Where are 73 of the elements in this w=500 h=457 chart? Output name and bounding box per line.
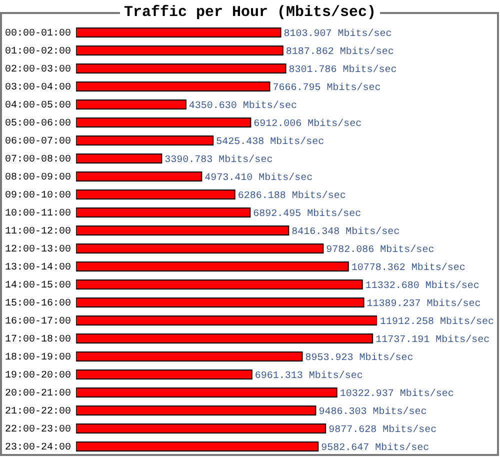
- bar: [76, 316, 377, 326]
- bar: [76, 172, 202, 182]
- data-label: 10322.937 Mbits/sec: [340, 388, 454, 400]
- y-tick-label: 19:00-20:00: [4, 370, 71, 382]
- y-tick-label: 18:00-19:00: [4, 352, 71, 364]
- data-label: 9877.628 Mbits/sec: [328, 424, 437, 436]
- data-label: 6961.313 Mbits/sec: [254, 370, 363, 382]
- y-tick-label: 08:00-09:00: [4, 172, 71, 184]
- y-tick-label: 12:00-13:00: [4, 244, 71, 256]
- data-label: 8103.907 Mbits/sec: [284, 28, 392, 40]
- y-tick-label: 04:00-05:00: [4, 100, 71, 112]
- bar: [76, 280, 363, 290]
- bar: [76, 190, 236, 200]
- data-label: 11332.680 Mbits/sec: [365, 280, 480, 292]
- bar: [76, 154, 162, 164]
- bar: [76, 334, 374, 344]
- data-label: 4973.410 Mbits/sec: [204, 172, 313, 184]
- data-label: 11389.237 Mbits/sec: [366, 298, 481, 310]
- bar: [76, 442, 319, 452]
- y-tick-label: 02:00-03:00: [4, 64, 71, 76]
- data-label: 10778.362 Mbits/sec: [351, 262, 466, 274]
- bar: [76, 118, 252, 128]
- bar: [76, 100, 186, 110]
- y-tick-label: 14:00-15:00: [4, 280, 71, 292]
- data-label: 8187.862 Mbits/sec: [286, 46, 394, 58]
- data-label: 6892.495 Mbits/sec: [253, 208, 362, 220]
- y-tick-label: 01:00-02:00: [4, 46, 71, 58]
- bar: [76, 82, 270, 92]
- bar: [76, 262, 349, 272]
- y-tick-label: 06:00-07:00: [4, 136, 71, 148]
- bar: [76, 388, 338, 398]
- y-tick-label: 22:00-23:00: [4, 424, 71, 436]
- bar: [76, 28, 282, 38]
- bar: [76, 64, 286, 74]
- data-label: 9582.647 Mbits/sec: [321, 442, 430, 454]
- y-tick-label: 03:00-04:00: [4, 82, 71, 94]
- y-tick-label: 21:00-22:00: [4, 406, 71, 418]
- bar: [76, 370, 252, 380]
- data-label: 3390.783 Mbits/sec: [164, 154, 273, 166]
- chart-title: Traffic per Hour (Mbits/sec): [120, 4, 380, 21]
- y-tick-label: 11:00-12:00: [4, 226, 71, 238]
- bar: [76, 208, 251, 218]
- data-label: 5425.438 Mbits/sec: [216, 136, 324, 148]
- data-label: 11912.258 Mbits/sec: [380, 316, 494, 328]
- data-label: 6286.188 Mbits/sec: [238, 190, 346, 202]
- data-label: 7666.795 Mbits/sec: [272, 82, 381, 94]
- data-label: 4350.630 Mbits/sec: [188, 100, 297, 112]
- y-tick-label: 00:00-01:00: [4, 28, 71, 40]
- data-label: 8416.348 Mbits/sec: [292, 226, 400, 238]
- data-label: 9782.086 Mbits/sec: [326, 244, 434, 256]
- bar: [76, 46, 284, 56]
- y-tick-label: 13:00-14:00: [4, 262, 71, 274]
- data-label: 8953.923 Mbits/sec: [305, 352, 414, 364]
- y-tick-label: 09:00-10:00: [4, 190, 71, 202]
- y-tick-label: 17:00-18:00: [4, 334, 71, 346]
- y-tick-label: 16:00-17:00: [4, 316, 71, 328]
- y-tick-label: 23:00-24:00: [4, 442, 71, 454]
- y-tick-label: 20:00-21:00: [4, 388, 71, 400]
- bar: [76, 424, 326, 434]
- bar: [76, 298, 364, 308]
- bar: [76, 352, 303, 362]
- data-label: 11737.191 Mbits/sec: [376, 334, 490, 346]
- y-tick-label: 05:00-06:00: [4, 118, 71, 130]
- bar: [76, 136, 214, 146]
- data-label: 6912.006 Mbits/sec: [254, 118, 362, 130]
- y-tick-label: 07:00-08:00: [4, 154, 71, 166]
- y-tick-label: 15:00-16:00: [4, 298, 71, 310]
- y-tick-label: 10:00-11:00: [4, 208, 71, 220]
- data-label: 9486.303 Mbits/sec: [318, 406, 427, 418]
- data-label: 8301.786 Mbits/sec: [288, 64, 397, 76]
- bar: [76, 406, 316, 416]
- bar: [76, 244, 324, 254]
- bar: [76, 226, 290, 236]
